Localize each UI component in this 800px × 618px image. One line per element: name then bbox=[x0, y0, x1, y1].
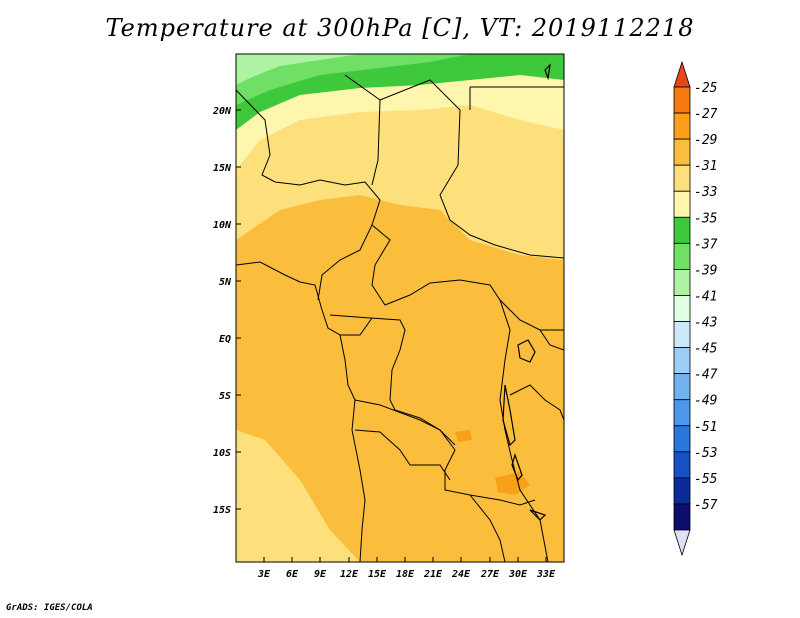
colorbar-label: -49 bbox=[694, 394, 717, 409]
lon-label-6e: 6E bbox=[286, 569, 299, 580]
lon-label-24e: 24E bbox=[451, 569, 471, 580]
credit-label: GrADS: IGES/COLA bbox=[6, 603, 93, 613]
colorbar-label: -51 bbox=[694, 420, 717, 435]
colorbar-swatch bbox=[673, 295, 691, 322]
colorbar-swatch bbox=[673, 451, 691, 479]
lakes bbox=[502, 63, 551, 521]
colorbar-label: -43 bbox=[694, 316, 717, 331]
colorbar-label: -35 bbox=[694, 211, 718, 226]
colorbar-swatch bbox=[673, 477, 691, 505]
colorbar-swatch bbox=[673, 190, 691, 218]
colorbar-arrow-bottom bbox=[673, 529, 691, 557]
colorbar-swatch bbox=[673, 321, 691, 348]
lon-label-12e: 12E bbox=[340, 569, 359, 580]
latitude-axis: 20N 15N 10N 5N EQ 5S 10S 15S bbox=[212, 106, 241, 516]
lat-label-5s: 5S bbox=[219, 391, 231, 402]
colorbar-label: -25 bbox=[694, 81, 718, 96]
lat-label-10n: 10N bbox=[213, 220, 232, 231]
colorbar-swatch bbox=[673, 503, 691, 531]
colorbar-swatch bbox=[673, 373, 691, 401]
colorbar-swatch bbox=[673, 112, 691, 140]
colorbar-swatch bbox=[673, 269, 691, 296]
colorbar-arrow-top bbox=[673, 60, 691, 88]
band-minus31-southwest bbox=[236, 430, 360, 562]
colorbar-swatch bbox=[673, 86, 691, 114]
colorbar-swatch bbox=[673, 216, 691, 244]
map-frame bbox=[235, 53, 565, 563]
lon-label-33e: 33E bbox=[536, 569, 556, 580]
band-minus39 bbox=[236, 54, 360, 85]
lat-label-20n: 20N bbox=[212, 106, 232, 117]
colorbar-label: -39 bbox=[694, 263, 717, 278]
band-minus37 bbox=[236, 54, 470, 105]
lat-label-5n: 5N bbox=[219, 277, 232, 288]
colorbar: -25 -27 -29 -31 -33 -35 -37 -39 -41 -43 -45 -47 -49 -… bbox=[673, 60, 718, 557]
country-borders bbox=[236, 54, 564, 562]
colorbar-swatch bbox=[673, 242, 691, 270]
colorbar-label: -29 bbox=[694, 133, 717, 148]
lon-label-15e: 15E bbox=[368, 569, 387, 580]
colorbar-label: -55 bbox=[694, 472, 718, 487]
colorbar-swatch bbox=[673, 399, 691, 427]
lon-label-9e: 9E bbox=[314, 569, 327, 580]
colorbar-label: -33 bbox=[694, 185, 717, 200]
longitude-axis: 3E 6E 9E 12E 15E 18E 21E 24E 27E 30E 33E bbox=[257, 557, 556, 580]
colorbar-label: -57 bbox=[694, 498, 718, 513]
lat-label-eq: EQ bbox=[219, 334, 231, 345]
temperature-field bbox=[236, 54, 564, 562]
colorbar-label: -37 bbox=[694, 237, 718, 252]
colorbar-swatch bbox=[673, 138, 691, 166]
lat-label-15s: 15S bbox=[213, 505, 231, 516]
lon-label-30e: 30E bbox=[508, 569, 528, 580]
lat-label-10s: 10S bbox=[213, 448, 231, 459]
colorbar-label: -41 bbox=[694, 289, 717, 304]
colorbar-label: -27 bbox=[694, 107, 718, 122]
lon-label-3e: 3E bbox=[257, 569, 271, 580]
colorbar-swatch bbox=[673, 347, 691, 375]
map-title: Temperature at 300hPa [C], VT: 201911221… bbox=[105, 14, 695, 42]
patch-minus27-2 bbox=[455, 430, 472, 442]
patch-minus27-1 bbox=[495, 472, 530, 495]
colorbar-label: -47 bbox=[694, 368, 718, 383]
lon-label-27e: 27E bbox=[480, 569, 500, 580]
colorbar-label: -53 bbox=[694, 446, 717, 461]
colorbar-label: -31 bbox=[694, 159, 717, 174]
colorbar-swatch bbox=[673, 425, 691, 453]
lat-label-15n: 15N bbox=[213, 163, 232, 174]
lon-label-21e: 21E bbox=[423, 569, 443, 580]
lon-label-18e: 18E bbox=[396, 569, 415, 580]
colorbar-swatch bbox=[673, 164, 691, 192]
colorbar-label: -45 bbox=[694, 342, 718, 357]
